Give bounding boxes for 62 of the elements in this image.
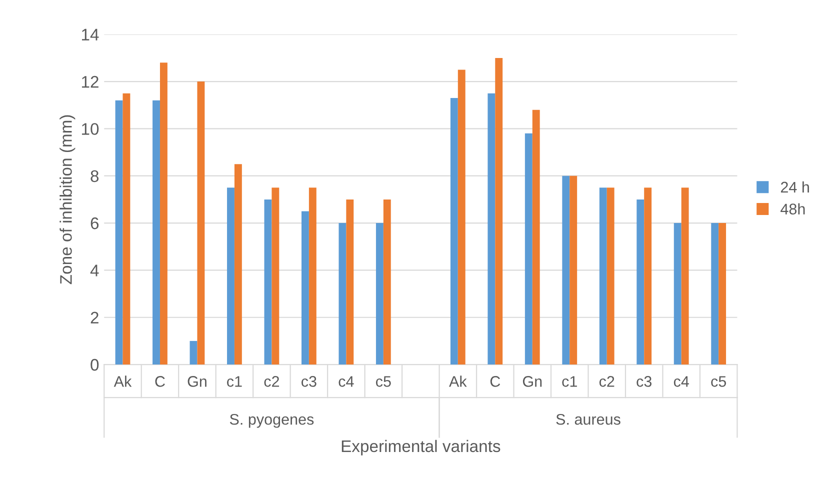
y-tick-label: 4 (90, 264, 99, 276)
x-tick-label: Ak (114, 376, 132, 387)
bar (718, 223, 726, 365)
bar (122, 93, 130, 365)
bar (190, 340, 198, 365)
x-tick-label: c4 (338, 376, 354, 387)
bar (234, 164, 242, 365)
bar (644, 188, 652, 365)
y-axis-title: Zone of inhibition (mm) (60, 115, 76, 284)
bar (197, 82, 205, 365)
bar (338, 223, 346, 365)
text: S. aureus (556, 414, 620, 425)
y-tick-label: 0 (90, 358, 99, 371)
x-axis-title: Experimental variants (342, 440, 500, 456)
bar (227, 188, 234, 365)
x-tick-label: c1 (562, 376, 577, 387)
x-tick-label: c2 (599, 376, 614, 387)
x-tick-label: c3 (636, 376, 652, 387)
bar (599, 188, 607, 365)
bar (562, 176, 570, 365)
bar (524, 133, 532, 365)
bar (606, 188, 614, 365)
y-tick-label: 8 (90, 170, 99, 182)
x-tick-label: c5 (376, 376, 391, 387)
x-tick-label: Gn (522, 376, 542, 387)
legend-label: 24 h (780, 181, 809, 192)
bar (636, 199, 644, 365)
x-tick-label: c5 (711, 376, 726, 387)
bar (450, 98, 458, 365)
legend-label: 48h (780, 203, 805, 214)
y-tick-label: 12 (82, 76, 98, 88)
bar (674, 223, 682, 365)
bar (495, 58, 503, 365)
bar (711, 223, 719, 365)
bar (308, 188, 316, 365)
x-tick-label: c4 (674, 376, 689, 387)
bar (115, 100, 123, 365)
bar (272, 188, 280, 365)
bar (570, 176, 578, 365)
text: S. pyogenes (230, 414, 314, 428)
bar (383, 199, 391, 365)
bar (152, 100, 160, 365)
bar (681, 188, 689, 365)
bar (160, 62, 168, 365)
bar (376, 223, 384, 365)
x-tick-label: Ak (449, 376, 467, 387)
bar (264, 199, 272, 365)
y-tick-label: 14 (82, 28, 99, 40)
bar (346, 199, 354, 365)
bar (532, 110, 540, 365)
bar (458, 70, 466, 365)
y-tick-label: 6 (90, 217, 99, 230)
x-tick-label: C (155, 376, 165, 387)
bar (488, 93, 496, 365)
y-tick-label: 10 (82, 123, 99, 135)
x-tick-label: c2 (264, 376, 280, 387)
x-tick-label: c3 (302, 376, 316, 387)
y-tick-label: 2 (90, 312, 98, 324)
x-tick-label: C (490, 376, 500, 387)
x-tick-label: c1 (227, 376, 242, 387)
x-tick-label: Gn (188, 376, 206, 387)
bar (301, 211, 309, 365)
